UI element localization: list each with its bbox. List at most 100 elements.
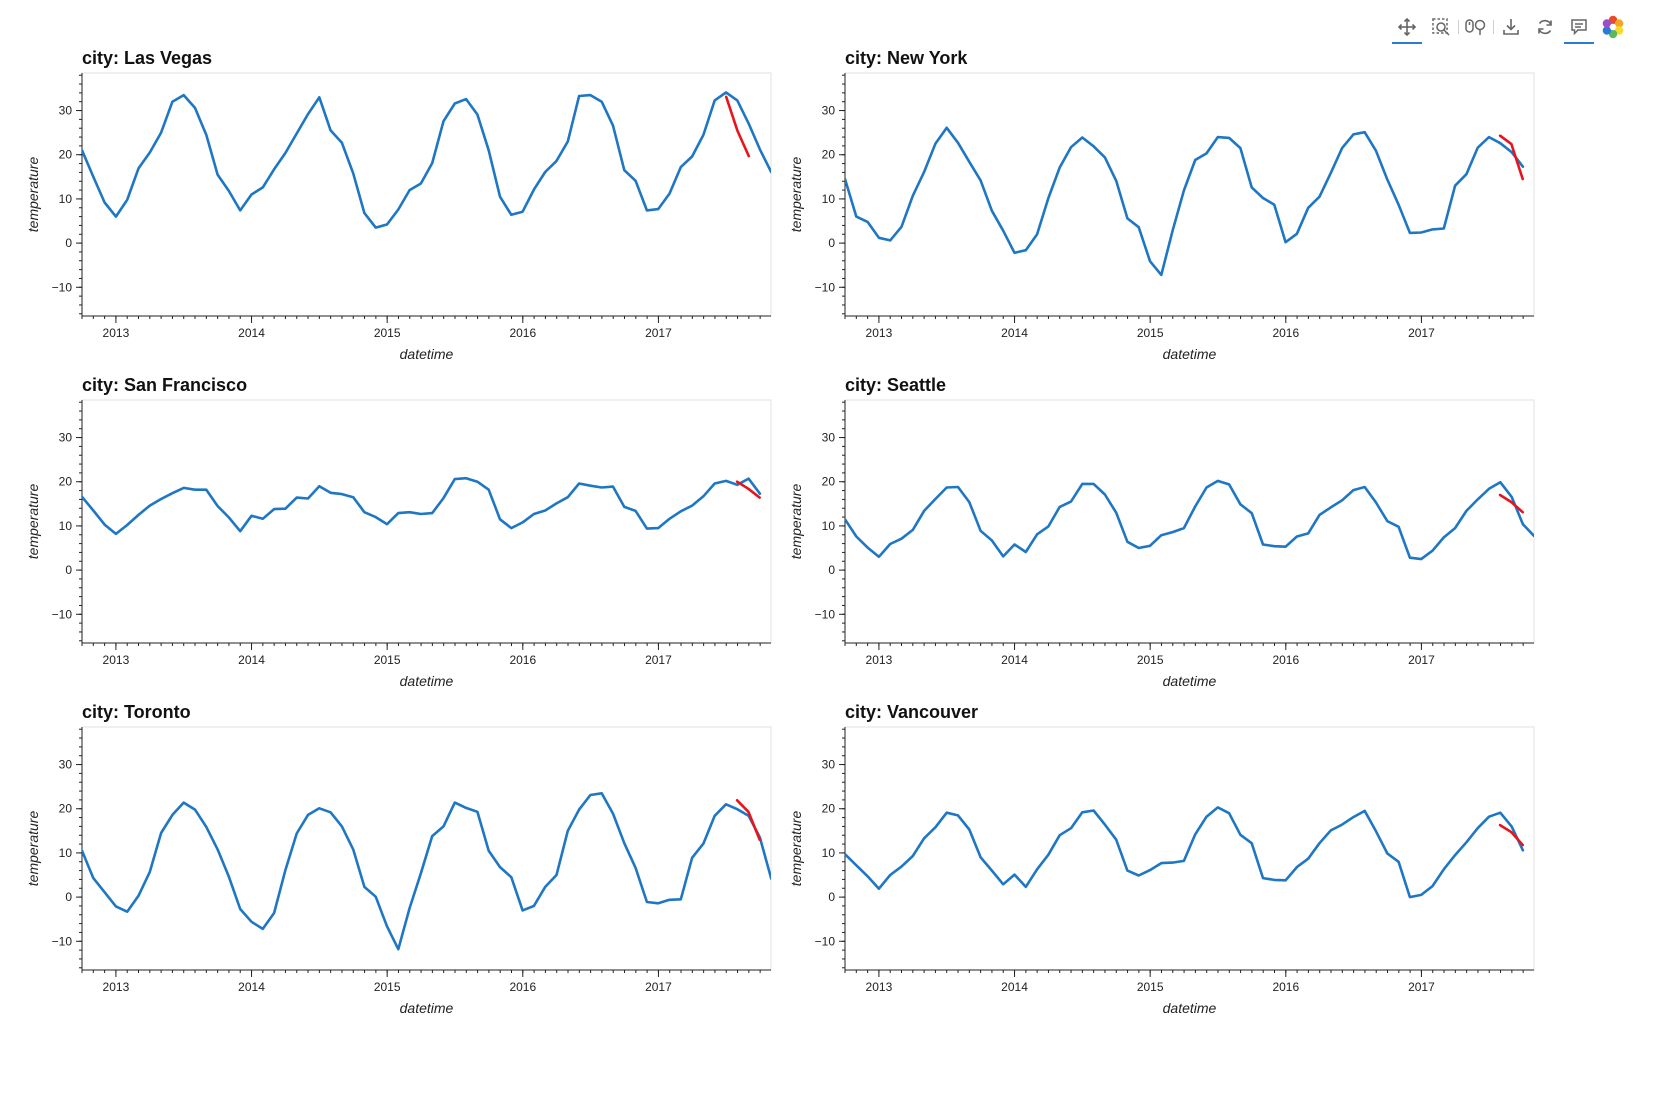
save-tool[interactable] <box>1494 12 1528 42</box>
y-axis-label: temperature <box>25 484 41 560</box>
observed-series-line[interactable] <box>845 479 1534 561</box>
forecast-series-line[interactable] <box>1498 823 1525 847</box>
x-tick-label: 2014 <box>238 653 265 667</box>
y-axis-label: temperature <box>788 157 804 233</box>
pan-tool[interactable] <box>1390 12 1424 44</box>
y-tick-label: −10 <box>52 934 73 948</box>
x-tick-label: 2015 <box>374 980 401 994</box>
y-tick-label: 10 <box>59 846 73 860</box>
chart-title: city: Toronto <box>82 702 191 722</box>
wheel-zoom-icon <box>1465 19 1486 35</box>
y-axis-label: temperature <box>788 811 804 887</box>
y-tick-label: 30 <box>822 431 836 445</box>
y-tick-label: 30 <box>59 104 73 118</box>
y-axis-label: temperature <box>25 157 41 233</box>
toolbar <box>1390 10 1640 44</box>
y-tick-label: 30 <box>822 758 836 772</box>
box-zoom-icon <box>1432 18 1450 36</box>
chart-panel[interactable]: city: Toronto −10 0 10 20 30 2013 2014 2015 2016 2… <box>0 694 820 1034</box>
chart-svg[interactable]: city: New York −10 0 10 20 30 2013 2014 2015 2016… <box>763 40 1583 380</box>
y-tick-label: 0 <box>828 236 835 250</box>
y-tick-label: 20 <box>822 475 836 489</box>
hover-icon <box>1571 19 1587 36</box>
chart-svg[interactable]: city: Vancouver −10 0 10 20 30 2013 2014 2015 201… <box>763 694 1583 1034</box>
x-axis-label: datetime <box>400 346 454 362</box>
chart-title: city: Seattle <box>845 375 946 395</box>
x-axis-label: datetime <box>1163 346 1217 362</box>
y-tick-label: −10 <box>815 934 836 948</box>
x-tick-label: 2013 <box>103 326 130 340</box>
x-tick-label: 2017 <box>1408 980 1435 994</box>
y-axis-label: temperature <box>788 484 804 560</box>
chart-title: city: Las Vegas <box>82 48 212 68</box>
chart-svg[interactable]: city: Seattle −10 0 10 20 30 2013 2014 2015 2016 2… <box>763 367 1583 707</box>
x-tick-label: 2014 <box>1001 980 1028 994</box>
plot-frame <box>81 726 772 971</box>
forecast-series-line[interactable] <box>724 95 751 158</box>
forecast-series-line[interactable] <box>735 799 762 841</box>
x-tick-label: 2015 <box>374 653 401 667</box>
chart-panel[interactable]: city: Vancouver −10 0 10 20 30 2013 2014 2015 201… <box>763 694 1583 1034</box>
observed-series-line[interactable] <box>82 91 771 229</box>
forecast-series-line[interactable] <box>1498 493 1525 514</box>
observed-series-line[interactable] <box>845 126 1525 277</box>
y-tick-label: 0 <box>828 890 835 904</box>
forecast-series-line[interactable] <box>1498 134 1525 181</box>
x-tick-label: 2013 <box>866 326 893 340</box>
y-tick-label: 20 <box>822 148 836 162</box>
toolbar-separator <box>1493 20 1494 34</box>
chart-title: city: New York <box>845 48 968 68</box>
chart-panel[interactable]: city: Seattle −10 0 10 20 30 2013 2014 2015 2016 2… <box>763 367 1583 707</box>
y-tick-label: 20 <box>59 148 73 162</box>
y-tick-label: 20 <box>59 475 73 489</box>
x-tick-label: 2015 <box>374 326 401 340</box>
y-tick-label: −10 <box>52 607 73 621</box>
chart-title: city: Vancouver <box>845 702 978 722</box>
chart-panel[interactable]: city: San Francisco −10 0 10 20 30 2013 2014 201… <box>0 367 820 707</box>
x-axis-label: datetime <box>400 1000 454 1016</box>
x-tick-label: 2015 <box>1137 653 1164 667</box>
forecast-series-line[interactable] <box>735 480 762 499</box>
y-tick-label: 20 <box>59 802 73 816</box>
chart-svg[interactable]: city: San Francisco −10 0 10 20 30 2013 2014 201… <box>0 367 820 707</box>
y-tick-label: 30 <box>59 431 73 445</box>
x-tick-label: 2015 <box>1137 980 1164 994</box>
x-axis-label: datetime <box>1163 1000 1217 1016</box>
observed-series-line[interactable] <box>845 806 1525 899</box>
hover-tool[interactable] <box>1562 12 1596 44</box>
chart-svg[interactable]: city: Toronto −10 0 10 20 30 2013 2014 2015 2016 2… <box>0 694 820 1034</box>
reset-tool[interactable] <box>1528 12 1562 42</box>
plot-frame <box>844 72 1535 317</box>
y-tick-label: 20 <box>822 802 836 816</box>
plot-frame <box>844 399 1535 644</box>
chart-svg[interactable]: city: Las Vegas −10 0 10 20 30 2013 2014 2015 201… <box>0 40 820 380</box>
y-tick-label: 10 <box>822 192 836 206</box>
y-tick-label: −10 <box>815 607 836 621</box>
y-tick-label: 30 <box>822 104 836 118</box>
bokeh-logo[interactable] <box>1596 12 1630 42</box>
x-tick-label: 2013 <box>866 653 893 667</box>
x-tick-label: 2014 <box>1001 653 1028 667</box>
chart-panel[interactable]: city: New York −10 0 10 20 30 2013 2014 2015 2016… <box>763 40 1583 380</box>
x-tick-label: 2016 <box>1272 326 1299 340</box>
x-tick-label: 2016 <box>1272 653 1299 667</box>
wheel-zoom-tool[interactable] <box>1459 12 1493 42</box>
observed-series-line[interactable] <box>82 792 771 951</box>
x-tick-label: 2013 <box>866 980 893 994</box>
y-tick-label: 10 <box>822 519 836 533</box>
x-axis-label: datetime <box>1163 673 1217 689</box>
box-zoom-tool[interactable] <box>1424 12 1458 42</box>
x-tick-label: 2016 <box>509 980 536 994</box>
x-tick-label: 2016 <box>509 326 536 340</box>
observed-series-line[interactable] <box>82 476 762 536</box>
y-tick-label: 10 <box>822 846 836 860</box>
bokeh-logo-icon <box>1602 15 1624 39</box>
chart-panel[interactable]: city: Las Vegas −10 0 10 20 30 2013 2014 2015 201… <box>0 40 820 380</box>
x-tick-label: 2013 <box>103 980 130 994</box>
save-icon <box>1503 19 1519 35</box>
x-tick-label: 2014 <box>238 980 265 994</box>
y-axis-label: temperature <box>25 811 41 887</box>
x-tick-label: 2014 <box>1001 326 1028 340</box>
y-tick-label: 0 <box>65 563 72 577</box>
